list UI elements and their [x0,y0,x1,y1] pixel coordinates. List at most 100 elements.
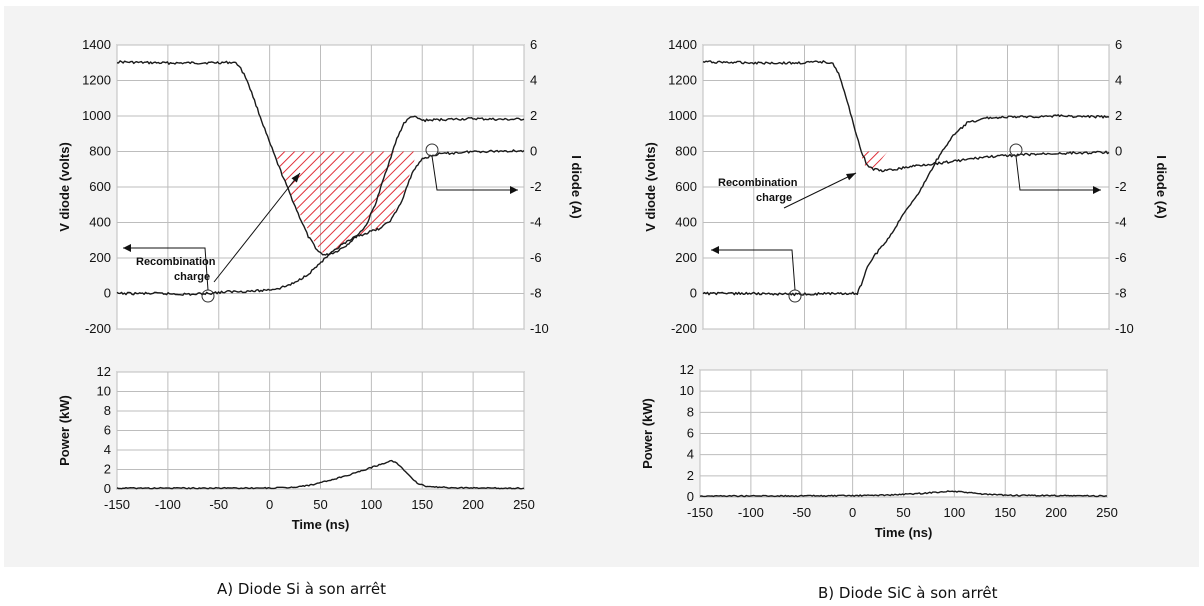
y-tick-label: 12 [97,364,111,379]
y-tick-label: 600 [675,179,697,194]
y-tick-label: 0 [104,481,111,496]
y-tick-label: -200 [671,321,697,336]
y2-tick-label: 4 [530,73,537,88]
annotation-arrow-line [213,172,301,283]
y-tick-label: 200 [675,250,697,265]
annotation-arrow-line [783,172,857,209]
axis-indicator-voltage [711,249,796,291]
axis-indicator-voltage [123,247,209,291]
y-axis-title: Power (kW) [57,395,72,466]
x-tick-label: 50 [896,505,910,520]
annotation-text: charge [756,192,792,204]
y-axis-title: V diode (volts) [643,142,658,232]
y-tick-label: 0 [687,489,694,504]
y2-tick-label: -6 [1115,250,1127,265]
annotation-text: Recombination [136,256,216,268]
y-tick-label: 600 [89,179,111,194]
y-tick-label: 800 [89,144,111,159]
chart-A-bottom: 0 2 4 6 8 10 12 -150 -100 -50 0 50 100 150 200 250 Time … [57,364,535,532]
y-tick-label: 12 [680,362,694,377]
x-tick-label: 0 [266,497,273,512]
y2-tick-label: 6 [1115,37,1122,52]
annotation-text: charge [174,271,210,283]
series-line-current [702,114,1110,297]
y-tick-label: 2 [104,462,111,477]
y-tick-label: 10 [680,383,694,398]
x-tick-label: -50 [209,497,228,512]
x-tick-label: 250 [513,497,535,512]
recombination-hatch [860,151,888,172]
y-tick-label: 1200 [82,73,111,88]
y-tick-label: 0 [104,286,111,301]
x-tick-label: 200 [462,497,484,512]
x-tick-label: 0 [849,505,856,520]
x-tick-label: -150 [687,505,713,520]
x-tick-label: 50 [313,497,327,512]
series-line-power [699,490,1107,498]
axis-indicator-voltage-head [711,246,719,254]
x-tick-label: 150 [994,505,1016,520]
chart-A-top: -200 0 200 400 600 800 1000 1200 1400 -10 -8 -6 -4 -2… [57,37,584,336]
y2-tick-label: -8 [1115,286,1127,301]
y2-tick-label: -4 [530,215,542,230]
y-tick-label: 0 [690,286,697,301]
y2-tick-label: -8 [530,286,542,301]
y2-tick-label: 2 [530,108,537,123]
y-tick-label: 2 [687,468,694,483]
y-tick-label: 400 [675,215,697,230]
y-tick-label: 6 [687,426,694,441]
y-tick-label: 6 [104,423,111,438]
y2-tick-label: -6 [530,250,542,265]
x-tick-label: -150 [104,497,130,512]
y2-tick-label: -4 [1115,215,1127,230]
y2-axis-title: I diode (A) [569,155,584,219]
series-line-voltage [702,60,1110,173]
series-line-voltage [116,60,525,256]
y-tick-label: 1400 [668,37,697,52]
axis-indicator-current-head [510,186,518,194]
y2-tick-label: -2 [530,179,542,194]
y-tick-label: 800 [675,144,697,159]
caption-left: A) Diode Si à son arrêt [217,580,387,598]
annotation-arrow-head [291,173,300,183]
y-tick-label: -200 [85,321,111,336]
y2-tick-label: -2 [1115,179,1127,194]
y-tick-label: 1400 [82,37,111,52]
y-tick-label: 1000 [82,108,111,123]
y2-tick-label: -10 [530,321,549,336]
x-tick-label: 250 [1096,505,1118,520]
y2-tick-label: 2 [1115,108,1122,123]
y-tick-label: 4 [687,447,694,462]
y-axis-title: Power (kW) [640,398,655,469]
y2-tick-label: 0 [1115,144,1122,159]
x-tick-label: 150 [411,497,433,512]
y-tick-label: 4 [104,442,111,457]
y-axis-title: V diode (volts) [57,142,72,232]
series-line-power [116,459,525,490]
x-tick-label: 200 [1045,505,1067,520]
series-line-current [116,149,525,296]
annotation-text: Recombination [718,177,798,189]
x-axis-title: Time (ns) [875,525,933,540]
x-tick-label: -100 [738,505,764,520]
axis-indicator-voltage-head [123,244,131,252]
y2-tick-label: -10 [1115,321,1134,336]
caption-right: B) Diode SiC à son arrêt [818,584,998,602]
axis-indicator-current [431,155,518,191]
y-tick-label: 400 [89,215,111,230]
x-tick-label: -50 [792,505,811,520]
y-tick-label: 8 [104,403,111,418]
chart-B-bottom: 0 2 4 6 8 10 12 -150 -100 -50 0 50 100 150 200 250 Time … [640,362,1118,540]
annotation-arrow-head [846,173,856,181]
y-tick-label: 8 [687,404,694,419]
axis-indicator-current [1015,155,1101,191]
y-tick-label: 200 [89,250,111,265]
y2-tick-label: 4 [1115,73,1122,88]
axis-indicator-current-head [1093,186,1101,194]
recombination-hatch [274,151,418,257]
y-tick-label: 10 [97,384,111,399]
x-tick-label: -100 [155,497,181,512]
y-tick-label: 1200 [668,73,697,88]
